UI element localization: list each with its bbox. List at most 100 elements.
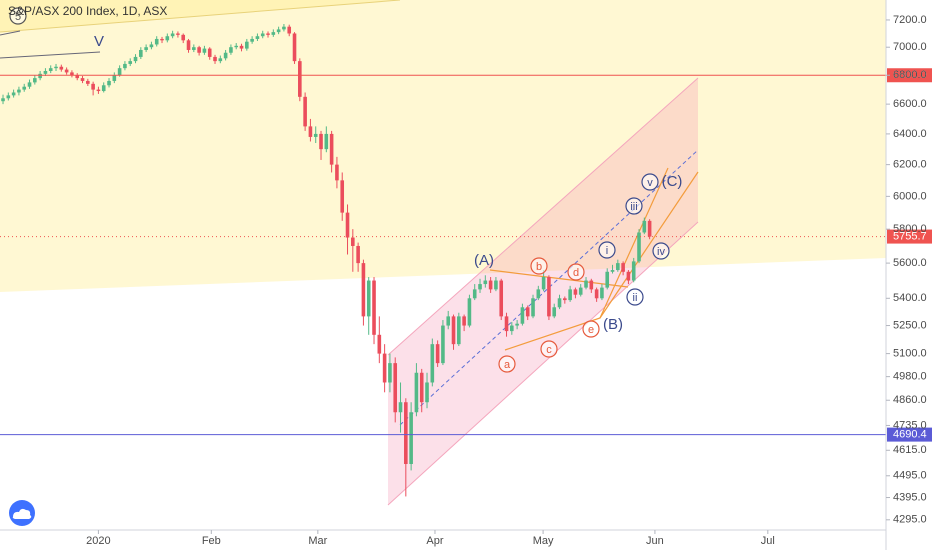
annotation: i <box>606 245 608 257</box>
candle-body <box>594 289 599 299</box>
annotation: d <box>573 267 579 279</box>
annotation-circle <box>582 320 600 338</box>
candle-body <box>117 68 122 76</box>
candle-body <box>287 26 292 34</box>
price-label: 4690.4 <box>893 429 927 441</box>
candle-body <box>245 41 249 49</box>
candle-body <box>335 164 339 181</box>
annotation-circle <box>498 355 516 373</box>
candle-body <box>133 56 138 62</box>
y-tick-label: 6000.0 <box>893 190 927 202</box>
annotation-circle <box>626 288 644 306</box>
annotation-circle <box>540 340 558 358</box>
candle-body <box>361 263 366 317</box>
candle-body <box>101 85 106 92</box>
candle-body <box>345 212 350 238</box>
candle-body <box>80 78 85 81</box>
candle-body <box>266 33 270 35</box>
annotation-circle <box>530 257 548 275</box>
candle-body <box>557 298 562 308</box>
candle-body <box>229 47 233 53</box>
annotation: 5 <box>15 11 21 23</box>
x-tick-label: May <box>533 535 554 547</box>
y-tick-label: 4980.0 <box>893 371 927 383</box>
candle-body <box>425 382 429 403</box>
axes: 7200.0 7000.0 6800.0 6600.0 6400.0 6200.0 6000… <box>86 14 926 547</box>
candle-body <box>430 344 435 383</box>
candle-body <box>139 49 143 57</box>
candle-body <box>515 323 519 326</box>
candle-body <box>1 98 5 102</box>
candle-body <box>605 271 610 288</box>
candle-body <box>154 38 159 45</box>
y-tick-label: 4295.0 <box>893 514 927 526</box>
y-tick-label: 4735.0 <box>893 419 927 431</box>
candle-body <box>584 280 588 288</box>
price-label-box <box>887 427 932 442</box>
candle-body <box>621 263 625 272</box>
annotation: c <box>546 344 552 356</box>
candle-body <box>86 80 90 84</box>
y-tick-label: 7000.0 <box>893 41 927 53</box>
trend-line <box>0 30 21 36</box>
annotation: iii <box>630 201 637 213</box>
candle-body <box>149 44 154 48</box>
y-tick-label: 4395.0 <box>893 491 927 503</box>
y-tick-label: 4615.0 <box>893 444 927 456</box>
price-label: 5755.7 <box>893 230 927 242</box>
candle-body <box>38 73 42 79</box>
candle-body <box>637 232 641 262</box>
candle-body <box>176 33 180 35</box>
candle-body <box>377 334 382 354</box>
candle-body <box>271 32 276 35</box>
candle-body <box>483 280 488 285</box>
candle-body <box>33 78 37 83</box>
y-tick-label: 4495.0 <box>893 470 927 482</box>
candle-body <box>600 287 604 299</box>
y-tick-label: 7200.0 <box>893 14 927 26</box>
candle-body <box>59 66 64 70</box>
candle-body <box>616 263 620 271</box>
y-tick-label: 5100.0 <box>893 348 927 360</box>
candle-body <box>642 220 647 233</box>
candle-body <box>451 316 456 345</box>
candle-body <box>462 316 466 326</box>
trend-line <box>0 51 101 59</box>
candle-body <box>340 180 345 213</box>
candle-body <box>48 68 53 71</box>
candle-body <box>388 363 392 383</box>
chart-title: S&P/ASX 200 Index, 1D, ASX <box>8 4 167 18</box>
candle-body <box>17 89 21 93</box>
candle-body <box>457 316 461 345</box>
candle-body <box>91 83 95 90</box>
drawings <box>0 0 886 506</box>
candle-body <box>75 75 80 79</box>
candle-body <box>64 69 69 73</box>
candle-body <box>472 289 477 299</box>
x-tick-label: Apr <box>426 535 443 547</box>
candle-body <box>478 284 482 290</box>
y-tick-label: 6600.0 <box>893 98 927 110</box>
wave-line <box>599 171 699 319</box>
zone-edge <box>0 0 401 33</box>
candle-body <box>202 48 207 53</box>
wave-line <box>489 269 629 288</box>
candle-body <box>112 75 117 81</box>
candle-body <box>70 72 74 76</box>
candle-body <box>234 45 239 48</box>
channel-mid <box>399 149 699 426</box>
annotation: v <box>647 177 653 189</box>
candle-body <box>260 33 265 37</box>
candle-body <box>276 29 281 33</box>
candle-body <box>647 220 652 237</box>
candle-body <box>536 289 541 299</box>
candle-body <box>435 344 440 364</box>
candle-body <box>520 307 525 324</box>
x-tick-label: 2020 <box>86 535 110 547</box>
candle-body <box>160 38 164 41</box>
annotation-circle <box>625 197 643 215</box>
candle-body <box>11 92 16 96</box>
annotation: a <box>504 359 511 371</box>
